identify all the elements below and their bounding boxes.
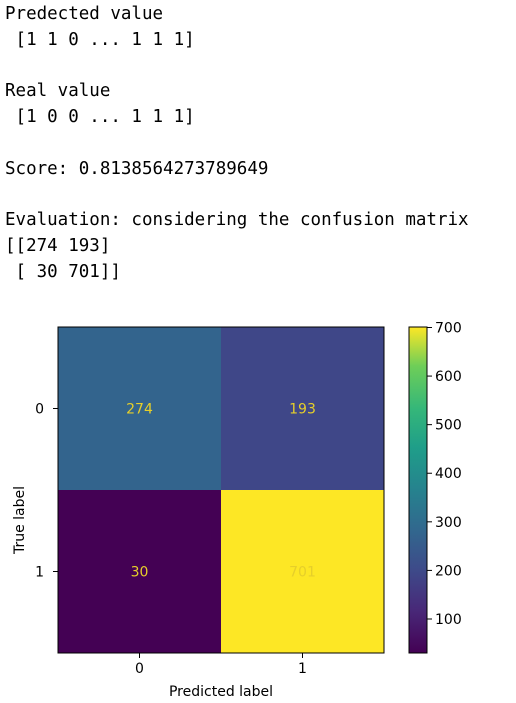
y-tick-label: 0 xyxy=(35,402,44,418)
cell-value-label: 193 xyxy=(289,402,316,418)
matrix-line-1: [[274 193] xyxy=(5,236,111,257)
heatmap-cell xyxy=(221,490,384,653)
colorbar-tick-label: 300 xyxy=(435,515,462,531)
colorbar-tick-label: 200 xyxy=(435,563,462,579)
y-axis-label: True label xyxy=(12,486,28,555)
plot-frame xyxy=(57,326,385,654)
real-value-array: [1 0 0 ... 1 1 1] xyxy=(5,107,195,128)
evaluation-text: Evaluation: considering the confusion ma… xyxy=(5,210,469,231)
colorbar-tick-label: 600 xyxy=(435,369,462,385)
x-tick-label: 0 xyxy=(135,661,144,677)
axes: 0 1 0 1 xyxy=(35,402,307,678)
blank-line xyxy=(5,54,469,80)
matrix-line-2: [ 30 701]] xyxy=(5,261,121,282)
x-axis-label: Predicted label xyxy=(169,684,273,700)
colorbar-tick-label: 500 xyxy=(435,418,462,434)
y-tick-label: 1 xyxy=(35,565,44,581)
blank-line xyxy=(5,183,469,209)
predicted-value-array: [1 1 0 ... 1 1 1] xyxy=(5,29,195,50)
colorbar-tick-label: 700 xyxy=(435,320,462,336)
predicted-value-label: Predected value xyxy=(5,4,164,24)
colorbar-tick-label: 100 xyxy=(435,612,462,628)
heatmap-cell xyxy=(221,327,384,490)
score-text: Score: 0.8138564273789649 xyxy=(5,158,269,179)
notebook-output: Predected value [1 1 0 ... 1 1 1] Real va… xyxy=(5,2,469,286)
heatmap-cell xyxy=(58,327,221,490)
confusion-matrix-figure: 274 193 30 701 0 1 0 1 Predicted label True la… xyxy=(12,320,462,700)
heatmap-cell xyxy=(58,490,221,653)
cell-value-label: 30 xyxy=(131,565,149,581)
heatmap-cells: 274 193 30 701 xyxy=(58,327,384,653)
x-tick-label: 1 xyxy=(298,661,307,677)
cell-value-label: 701 xyxy=(289,565,316,581)
colorbar xyxy=(408,326,428,654)
real-value-label: Real value xyxy=(5,81,111,102)
colorbar-tick-label: 400 xyxy=(435,466,462,482)
cell-value-label: 274 xyxy=(126,402,153,418)
blank-line xyxy=(5,131,469,157)
colorbar-ticks: 100 200 300 400 500 600 700 xyxy=(427,320,462,628)
